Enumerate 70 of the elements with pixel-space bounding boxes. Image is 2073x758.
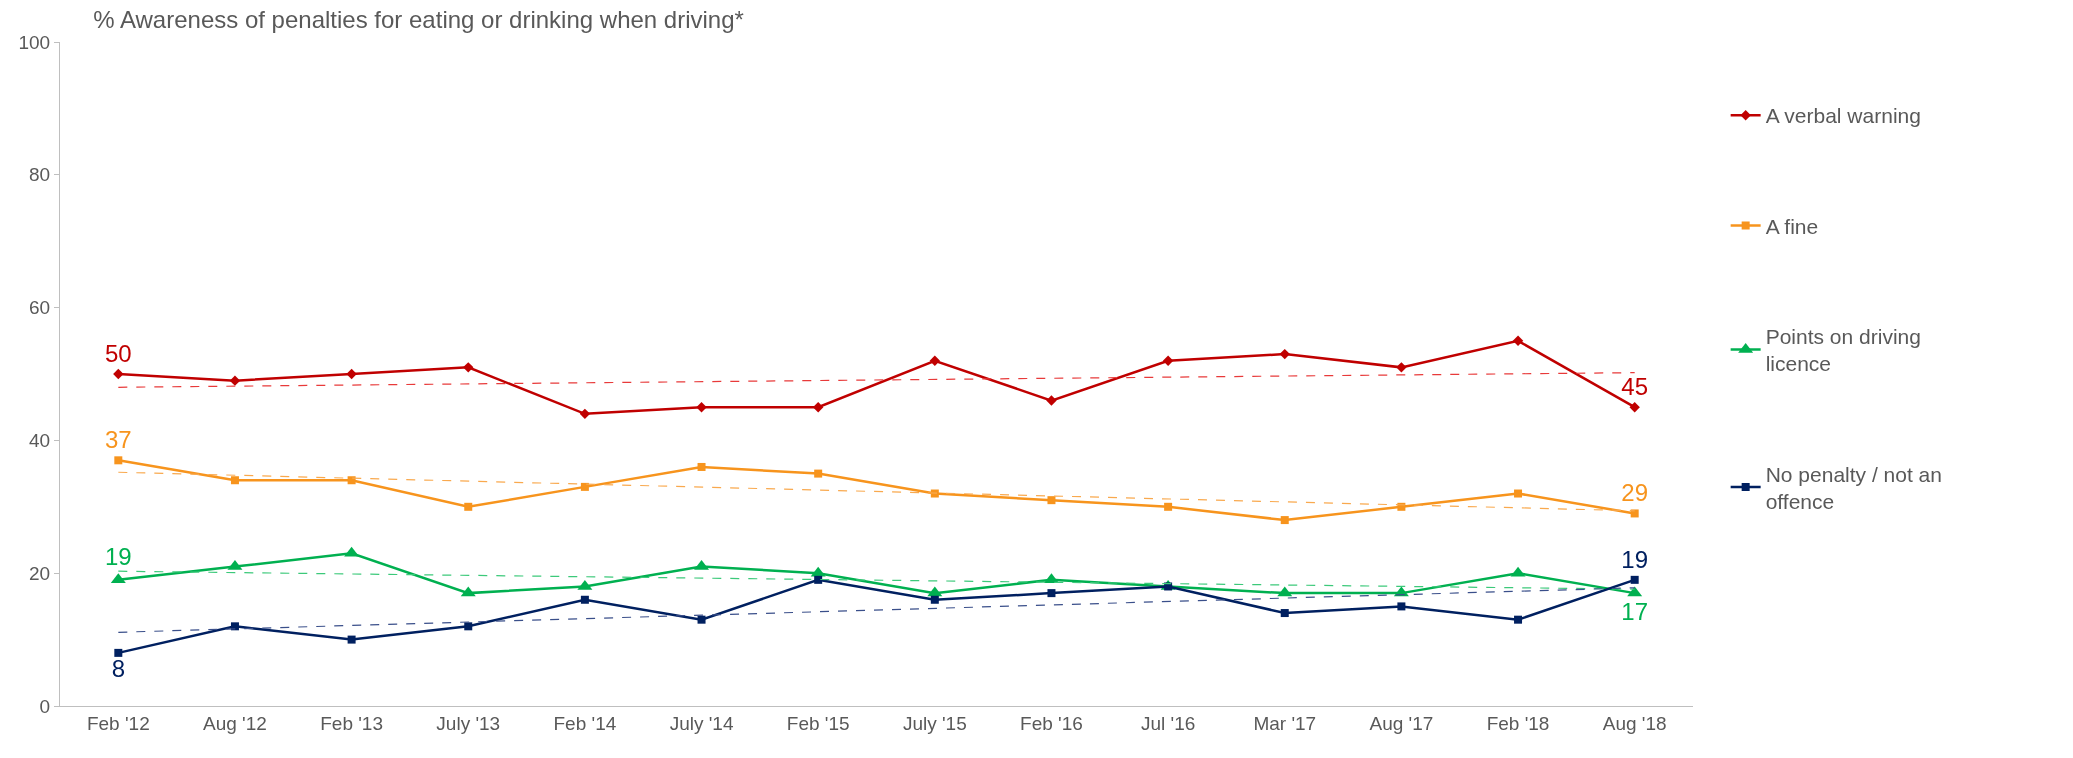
point [114, 456, 123, 465]
x-tick-label: Feb '18 [1486, 712, 1550, 734]
point [1280, 516, 1289, 525]
legend-label: No penalty / not an offence [1765, 462, 1942, 513]
x-tick-label: July '14 [669, 712, 734, 734]
x-tick-label: Jul '16 [1140, 712, 1196, 734]
point [113, 368, 124, 380]
point [1162, 355, 1174, 366]
point [1514, 489, 1523, 498]
point [580, 595, 589, 604]
data-label: 50 [104, 340, 132, 367]
point [347, 476, 356, 485]
x-tick-label: Feb '12 [86, 712, 150, 734]
data-label: 37 [104, 426, 132, 454]
legend-label: A fine [1765, 214, 1819, 238]
point [1630, 575, 1639, 584]
point [579, 408, 591, 420]
point [814, 469, 823, 478]
x-tick-label: Aug '17 [1369, 712, 1434, 734]
data-label: 17 [1621, 598, 1649, 626]
point [229, 375, 241, 386]
point [114, 648, 123, 657]
point [464, 502, 473, 511]
y-tick-label: 80 [29, 164, 51, 186]
point [1630, 509, 1639, 518]
point [230, 476, 239, 485]
data-label: 29 [1621, 479, 1649, 507]
point [1512, 335, 1524, 346]
data-label: 8 [111, 654, 125, 682]
point [463, 362, 474, 373]
x-tick-label: Feb '13 [320, 712, 383, 734]
point [697, 615, 706, 624]
data-label: 19 [1621, 545, 1649, 573]
point [814, 575, 823, 584]
x-tick-label: Mar '17 [1253, 712, 1317, 734]
x-tick-label: Feb '15 [786, 712, 850, 734]
point [1046, 395, 1057, 406]
point [1397, 602, 1406, 611]
x-tick-label: July '15 [902, 712, 967, 734]
x-tick-label: Aug '18 [1602, 712, 1667, 734]
point [1047, 589, 1056, 598]
point [347, 635, 356, 644]
point [697, 462, 706, 471]
point [1280, 609, 1289, 618]
x-tick-label: July '13 [436, 712, 501, 734]
y-tick-label: 100 [18, 31, 51, 53]
point [346, 368, 357, 380]
point [1047, 496, 1056, 505]
point [1514, 615, 1523, 624]
x-tick-label: Aug '12 [203, 712, 267, 734]
point [1396, 362, 1407, 373]
data-label: 19 [104, 542, 132, 570]
legend-label: A verbal warning [1765, 104, 1921, 128]
y-tick-label: 60 [29, 297, 51, 319]
point [1629, 402, 1640, 413]
y-tick-label: 20 [29, 562, 51, 584]
point [1279, 348, 1290, 360]
point [1164, 502, 1173, 511]
point [464, 622, 473, 631]
point [930, 595, 939, 604]
x-tick-label: Feb '14 [553, 712, 617, 734]
y-tick-label: 40 [29, 430, 51, 452]
data-label: 45 [1621, 373, 1649, 401]
point [580, 482, 589, 491]
legend-label: Points on driving licence [1765, 325, 1921, 376]
point [696, 402, 707, 413]
x-tick-label: Feb '16 [1020, 712, 1083, 734]
y-tick-label: 0 [39, 695, 51, 717]
chart-title: % Awareness of penalties for eating or drinking when driving* [93, 6, 744, 34]
point [929, 355, 941, 366]
